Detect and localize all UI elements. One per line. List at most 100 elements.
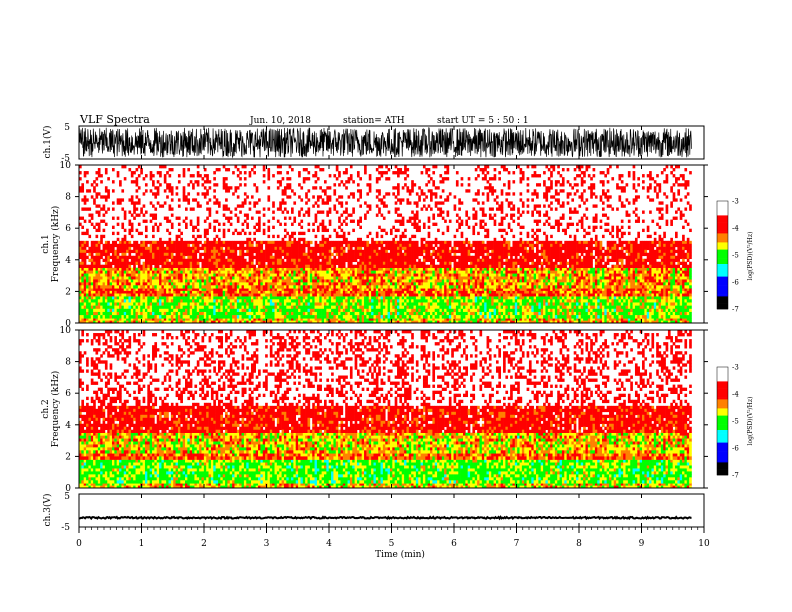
spectrogram-cell [302, 270, 306, 274]
spectrogram-cell [439, 296, 443, 300]
spectrogram-cell [307, 311, 311, 316]
spectrogram-cell [491, 282, 494, 286]
spectrogram-cell [571, 270, 575, 274]
spectrogram-cell [422, 320, 426, 324]
spectrogram-cell [597, 276, 600, 280]
spectrogram-cell [649, 318, 652, 321]
spectrogram-cell [587, 315, 591, 319]
spectrogram-cell [364, 305, 367, 310]
spectrogram-cell [140, 267, 143, 271]
spectrogram-cell [385, 270, 388, 274]
spectrogram-cell [592, 279, 596, 283]
spectrogram-cell [93, 315, 96, 319]
spectrogram-cell [665, 293, 669, 297]
spectrogram-cell [225, 305, 228, 310]
spectrogram-cell [366, 311, 370, 316]
ch1-waveform-line [78, 127, 692, 159]
spectrogram-cell [97, 276, 101, 280]
spectrogram-cell [378, 299, 381, 303]
spectrogram-cell [616, 311, 619, 316]
spectrogram-cell [677, 302, 681, 306]
spectrogram-cell [493, 273, 497, 277]
spectrogram-cell [432, 293, 436, 297]
spectrogram-cell [441, 282, 445, 286]
spectrogram-cell [578, 305, 582, 310]
spectrogram-cell [246, 296, 249, 300]
spectrogram-cell [333, 299, 337, 303]
spectrogram-cell [444, 318, 447, 321]
spectrogram-cell [156, 302, 160, 306]
spectrogram-cell [597, 311, 600, 316]
spectrogram-cell [380, 282, 384, 286]
spectrogram-cell [686, 318, 690, 321]
spectrogram-cell [590, 302, 593, 306]
spectrogram-cell [418, 273, 421, 277]
spectrogram-cell [491, 279, 494, 283]
spectrogram-cell [170, 290, 174, 294]
spectrogram-cell [446, 293, 450, 297]
spectrogram-cell [168, 279, 172, 283]
spectrogram-cell [566, 320, 570, 324]
spectrogram-cell [314, 290, 318, 294]
spectrogram-cell [269, 285, 273, 289]
spectrogram-cell [441, 273, 445, 277]
spectrogram-cell [86, 282, 89, 286]
spectrogram-cell [128, 305, 132, 310]
spectrogram-cell [276, 318, 280, 321]
spectrogram-cell [411, 267, 414, 271]
spectrogram-cell [432, 270, 436, 274]
spectrogram-cell [418, 293, 421, 297]
spectrogram-cell [250, 273, 254, 277]
spectrogram-cell [590, 305, 593, 310]
spectrogram-cell [540, 311, 544, 316]
spectrogram-cell [262, 305, 266, 310]
spectrogram-cell [293, 302, 297, 306]
spectrogram-cell [206, 270, 209, 274]
spectrogram-cell [406, 315, 410, 319]
spectrogram-cell [338, 311, 341, 316]
spectrogram-cell [95, 288, 99, 292]
spectrogram-cell [354, 285, 358, 289]
spectrogram-cell [199, 305, 202, 310]
spectrogram-cell [111, 288, 115, 292]
spectrogram-cell [472, 273, 476, 277]
spectrogram-cell [121, 302, 125, 306]
spectrogram-cell [399, 302, 403, 306]
spectrogram-cell [441, 288, 445, 292]
spectrogram-cell [686, 279, 690, 283]
spectrogram-cell [97, 288, 101, 292]
spectrogram-cell [88, 302, 92, 306]
spectrogram-cell [677, 279, 681, 283]
spectrogram-cell [660, 293, 664, 297]
spectrogram-cell [220, 308, 224, 313]
spectrogram-cell [262, 288, 266, 292]
spectrogram-cell [135, 290, 139, 294]
spectrogram-cell [324, 273, 327, 277]
spectrogram-cell [434, 285, 438, 289]
spectrogram-cell [594, 315, 598, 319]
spectrogram-cell [180, 305, 183, 310]
spectrogram-cell [462, 299, 466, 303]
spectrogram-cell [361, 318, 365, 321]
spectrogram-cell [232, 320, 235, 324]
spectrogram-cell [566, 276, 570, 280]
spectrogram-cell [571, 311, 575, 316]
spectrogram-cell [425, 285, 428, 289]
spectrogram-cell [286, 299, 289, 303]
spectrogram-cell [479, 293, 483, 297]
spectrogram-cell [309, 273, 313, 277]
spectrogram-cell [411, 279, 414, 283]
spectrogram-cell [540, 288, 544, 292]
spectrogram-cell [533, 308, 537, 313]
spectrogram-cell [380, 285, 384, 289]
spectrogram-cell [446, 308, 450, 313]
spectrogram-cell [495, 305, 499, 310]
spectrogram-cell [613, 288, 617, 292]
spectrogram-cell [392, 315, 395, 319]
spectrogram-cell [507, 299, 511, 303]
spectrogram-cell [444, 293, 447, 297]
spectrogram-cell [192, 305, 195, 310]
spectrogram-cell [507, 311, 511, 316]
spectrogram-cell [418, 290, 421, 294]
